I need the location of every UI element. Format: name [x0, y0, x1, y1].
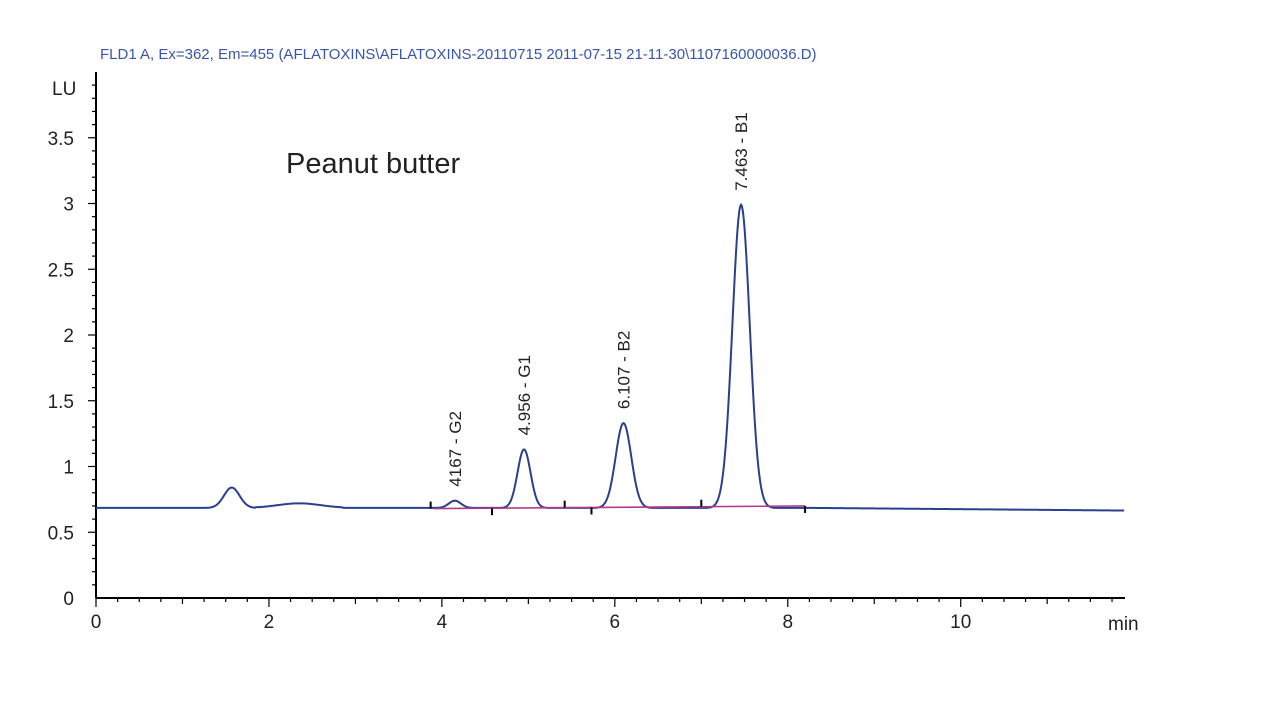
y-tick-label: 2	[63, 326, 74, 347]
x-tick-label: 0	[91, 612, 102, 633]
x-tick-label: 2	[264, 612, 275, 633]
signal-trace	[96, 202, 1125, 512]
x-tick-label: 6	[610, 612, 621, 633]
y-tick-label: 1.5	[48, 392, 74, 413]
y-tick-label: 2.5	[48, 260, 74, 281]
peak-label: 6.107 - B2	[615, 331, 634, 409]
peak-label: 7.463 - B1	[732, 112, 751, 190]
y-tick-label: 3	[63, 195, 74, 216]
x-tick-label: 10	[950, 612, 971, 633]
y-tick-label: 0	[63, 589, 74, 610]
x-tick-label: 8	[782, 612, 793, 633]
x-axis-unit: min	[1108, 614, 1139, 635]
plot-area: 0 0.5 1 1.5 2 2.5 3 3.5 0 2 4 6 8 10 4167 - G2 4.956 - …	[48, 72, 1125, 633]
chart-header: FLD1 A, Ex=362, Em=455 (AFLATOXINS\AFLAT…	[100, 46, 817, 63]
y-tick-label: 1	[63, 458, 74, 479]
y-axis-unit: LU	[52, 79, 76, 100]
annotation-text: Peanut butter	[286, 148, 460, 180]
x-tick-label: 4	[437, 612, 448, 633]
y-tick-label: 3.5	[48, 129, 74, 150]
peak-label: 4167 - G2	[446, 411, 465, 487]
integration-baseline	[433, 505, 806, 510]
peak-label: 4.956 - G1	[515, 355, 534, 435]
y-tick-label: 0.5	[48, 523, 74, 544]
